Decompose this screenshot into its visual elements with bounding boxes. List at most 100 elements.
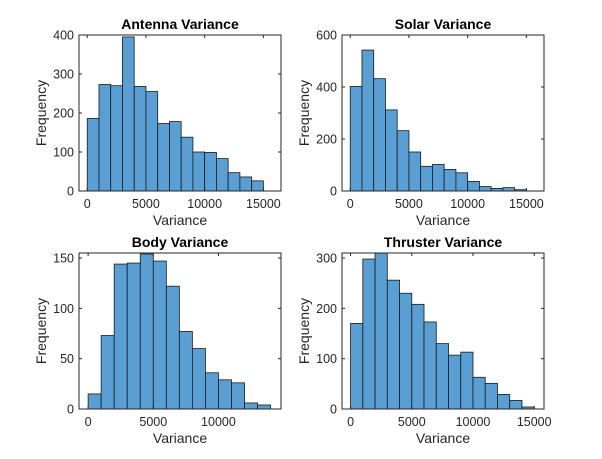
- body-bar: [87, 393, 102, 409]
- thruster-y-tick-label: 100: [316, 352, 337, 366]
- solar-y-tick-label: 0: [330, 185, 337, 199]
- body-bar: [152, 260, 167, 409]
- body-bar: [126, 262, 141, 409]
- body-x-axis-label: Variance: [153, 430, 207, 446]
- antenna-panel: 0 5000 10000 15000 0 100 200 300 400 Antenna Vari…: [33, 16, 282, 228]
- thruster-title: Thruster Variance: [384, 234, 502, 250]
- antenna-y-axis-label: Frequency: [33, 80, 49, 146]
- solar-x-tick-label: 5000: [395, 197, 423, 211]
- antenna-y-tick-label: 100: [53, 146, 74, 160]
- antenna-x-tick-label: 10000: [187, 197, 222, 211]
- thruster-bar: [484, 382, 498, 409]
- solar-bar: [373, 78, 386, 191]
- body-bars: [87, 253, 271, 409]
- thruster-bar: [362, 258, 376, 409]
- antenna-y-tick-label: 300: [53, 68, 74, 82]
- solar-x-tick-label: 10000: [450, 197, 485, 211]
- thruster-bar: [411, 303, 425, 409]
- solar-y-tick-label: 600: [316, 29, 337, 43]
- solar-bar: [385, 109, 398, 191]
- solar-title: Solar Variance: [395, 16, 492, 32]
- body-title: Body Variance: [132, 234, 229, 250]
- solar-x-tick-label: 15000: [509, 197, 544, 211]
- antenna-bar: [157, 123, 170, 191]
- solar-bar: [479, 186, 492, 191]
- thruster-panel: 0 5000 10000 15000 0 100 200 300 Thruster Varian…: [296, 234, 552, 446]
- body-bar: [113, 263, 128, 409]
- body-y-axis-label: Frequency: [33, 298, 49, 364]
- antenna-x-tick-label: 15000: [246, 197, 281, 211]
- antenna-bar: [192, 151, 206, 191]
- thruster-bar: [497, 394, 511, 409]
- solar-bar: [502, 187, 516, 191]
- thruster-y-axis-label: Frequency: [296, 298, 312, 364]
- antenna-bar: [180, 136, 194, 191]
- antenna-bar: [216, 158, 229, 191]
- thruster-x-tick-label: 10000: [456, 415, 491, 429]
- thruster-x-tick-label: 0: [347, 415, 354, 429]
- antenna-bar: [169, 121, 182, 191]
- body-bar: [205, 372, 219, 409]
- antenna-bar: [239, 176, 253, 191]
- body-bar: [244, 402, 258, 409]
- antenna-bar: [133, 86, 147, 191]
- thruster-y-tick-label: 200: [316, 302, 337, 316]
- thruster-bar: [374, 253, 388, 409]
- thruster-bar: [460, 351, 474, 409]
- thruster-bar: [472, 376, 486, 409]
- thruster-x-axis-label: Variance: [416, 430, 470, 446]
- thruster-bar: [448, 354, 462, 409]
- solar-bar: [408, 151, 422, 191]
- antenna-bar: [110, 85, 123, 191]
- antenna-bar: [204, 151, 217, 191]
- solar-axes-box: [341, 34, 545, 192]
- thruster-bar: [423, 321, 437, 409]
- solar-bar: [443, 169, 457, 191]
- thruster-x-tick-label: 15000: [517, 415, 552, 429]
- solar-y-tick-label: 200: [316, 133, 337, 147]
- antenna-y-tick-label: 200: [53, 107, 74, 121]
- thruster-x-tick-label: 5000: [398, 415, 426, 429]
- body-y-tick-label: 50: [60, 352, 74, 366]
- body-bar: [231, 382, 245, 409]
- body-bar: [178, 331, 193, 409]
- antenna-y-tick-label: 400: [53, 29, 74, 43]
- solar-bars: [349, 49, 527, 191]
- body-panel: 0 5000 10000 0 50 100 150 Body Variance Variance…: [33, 234, 282, 446]
- solar-x-axis-label: Variance: [416, 212, 470, 228]
- antenna-bar: [227, 172, 241, 191]
- body-bar: [257, 404, 271, 409]
- thruster-bar: [435, 343, 449, 409]
- solar-y-tick-label: 400: [316, 81, 337, 95]
- solar-bar: [432, 164, 445, 191]
- body-x-tick-label: 0: [85, 415, 92, 429]
- body-bar: [218, 379, 232, 409]
- body-y-tick-label: 150: [53, 252, 74, 266]
- antenna-x-tick-label: 0: [84, 197, 91, 211]
- thruster-axes-box: [341, 252, 545, 410]
- antenna-bar: [98, 84, 112, 191]
- thruster-bar: [509, 400, 523, 409]
- body-x-tick-label: 5000: [139, 415, 167, 429]
- thruster-bar: [399, 292, 413, 409]
- antenna-y-tick-label: 0: [67, 185, 74, 199]
- antenna-bar: [86, 118, 100, 191]
- body-axes-box: [78, 252, 282, 410]
- thruster-bars: [350, 253, 535, 409]
- antenna-title: Antenna Variance: [121, 16, 239, 32]
- solar-bar: [396, 130, 410, 191]
- solar-y-axis-label: Frequency: [296, 80, 312, 146]
- body-y-tick-label: 0: [67, 403, 74, 417]
- antenna-x-axis-label: Variance: [153, 212, 207, 228]
- body-bar: [100, 335, 115, 409]
- solar-bar: [420, 165, 433, 191]
- body-bar: [165, 285, 180, 409]
- body-bar: [139, 253, 154, 409]
- antenna-bar: [251, 180, 264, 191]
- thruster-y-tick-label: 0: [330, 403, 337, 417]
- body-bar: [191, 348, 206, 409]
- antenna-x-tick-label: 5000: [132, 197, 160, 211]
- thruster-y-tick-label: 300: [316, 252, 337, 266]
